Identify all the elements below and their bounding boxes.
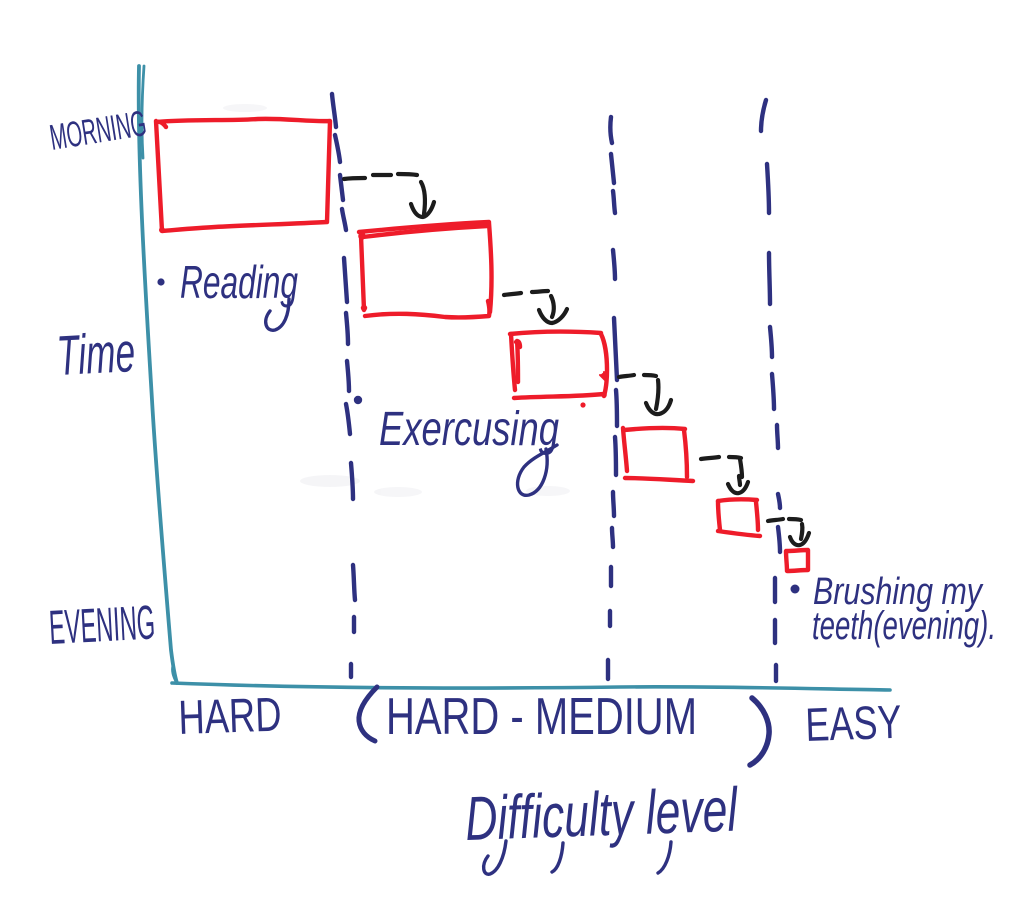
svg-text:HARD - MEDIUM: HARD - MEDIUM [386,688,697,746]
svg-text:teeth(evening).: teeth(evening). [812,604,996,648]
svg-text:Difficulty level: Difficulty level [464,775,740,854]
svg-text:HARD: HARD [178,688,283,745]
svg-text:MORNING: MORNING [47,102,149,158]
svg-text:EVENING: EVENING [48,597,157,655]
svg-text:Time: Time [55,320,136,387]
svg-text:EASY: EASY [804,695,902,751]
svg-text:Reading: Reading [180,256,298,308]
svg-text:Exercusing: Exercusing [379,403,559,456]
svg-text:Brushing my: Brushing my [813,571,984,613]
